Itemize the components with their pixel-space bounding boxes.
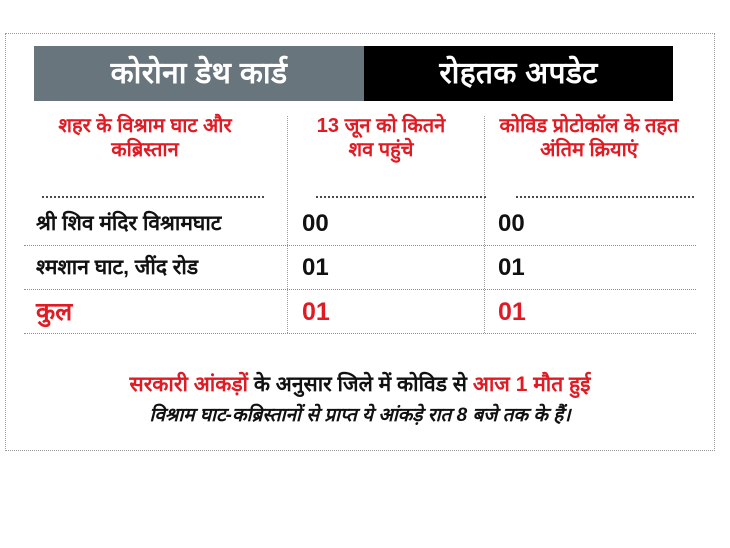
row-value-total-last-rites: 01 — [498, 297, 526, 326]
title-right-text: रोहतक अपडेट — [439, 56, 598, 90]
footnote-emphasis-deaths: आज 1 मौत हुई — [472, 373, 591, 396]
row-cell-arrived: 01 — [282, 256, 478, 280]
row-cell-place: कुल — [24, 297, 282, 326]
row-separator — [24, 289, 696, 290]
table-row-total: कुल 01 01 — [24, 290, 696, 334]
row-cell-last-rites: 01 — [478, 256, 696, 280]
row-cell-place: श्मशान घाट, जींद रोड — [24, 257, 282, 279]
header-underline-1 — [42, 196, 264, 198]
header-cell-place: शहर के विश्राम घाट और कब्रिस्तान — [24, 112, 282, 163]
column-header-arrived: 13 जून को कितने शव पहुंचे — [316, 115, 446, 162]
column-header-place: शहर के विश्राम घाट और कब्रिस्तान — [58, 115, 232, 162]
row-value-total-arrived: 01 — [302, 297, 330, 326]
row-value-arrived: 01 — [302, 254, 329, 281]
row-separator — [24, 333, 696, 334]
row-cell-arrived: 00 — [282, 212, 478, 236]
row-label-total: कुल — [36, 297, 73, 326]
row-value-last-rites: 00 — [498, 210, 525, 237]
row-value-last-rites: 01 — [498, 254, 525, 281]
card-title-band: कोरोना डेथ कार्ड रोहतक अपडेट — [34, 46, 673, 101]
header-underline-3 — [516, 196, 694, 198]
row-label: श्मशान घाट, जींद रोड — [36, 256, 199, 279]
row-separator — [24, 245, 696, 246]
header-cell-last-rites: कोविड प्रोटोकॉल के तहत अंतिम क्रियाएं — [478, 112, 696, 163]
column-header-last-rites: कोविड प्रोटोकॉल के तहत अंतिम क्रियाएं — [499, 115, 679, 162]
row-label: श्री शिव मंदिर विश्रामघाट — [36, 212, 222, 235]
footnote-line-2: विश्राम घाट-कब्रिस्तानों से प्राप्त ये आ… — [149, 405, 571, 427]
title-left-text: कोरोना डेथ कार्ड — [110, 56, 288, 90]
title-block-rohtak-update: रोहतक अपडेट — [364, 46, 673, 101]
corona-death-card: कोरोना डेथ कार्ड रोहतक अपडेट शहर के विश्… — [5, 33, 715, 451]
table-row: श्री शिव मंदिर विश्रामघाट 00 00 — [24, 202, 696, 246]
footnote-middle-text: के अनुसार जिले में कोविड से — [248, 373, 473, 396]
column-divider-2 — [484, 116, 485, 333]
table-header-row: शहर के विश्राम घाट और कब्रिस्तान 13 जून … — [24, 112, 696, 196]
footnote-block: सरकारी आंकड़ों के अनुसार जिले में कोविड … — [20, 372, 700, 428]
row-cell-place: श्री शिव मंदिर विश्रामघाट — [24, 213, 282, 235]
header-underline-2 — [316, 196, 486, 198]
row-cell-arrived: 01 — [282, 297, 478, 326]
column-divider-1 — [287, 116, 288, 333]
title-block-corona-death-card: कोरोना डेथ कार्ड — [34, 46, 364, 101]
row-cell-last-rites: 01 — [478, 297, 696, 326]
table-row: श्मशान घाट, जींद रोड 01 01 — [24, 246, 696, 290]
footnote-emphasis-source: सरकारी आंकड़ों — [129, 373, 248, 396]
row-cell-last-rites: 00 — [478, 212, 696, 236]
header-cell-arrived: 13 जून को कितने शव पहुंचे — [282, 112, 478, 163]
footnote-line-1: सरकारी आंकड़ों के अनुसार जिले में कोविड … — [20, 372, 700, 398]
row-value-arrived: 00 — [302, 210, 329, 237]
death-data-table: शहर के विश्राम घाट और कब्रिस्तान 13 जून … — [24, 112, 696, 372]
